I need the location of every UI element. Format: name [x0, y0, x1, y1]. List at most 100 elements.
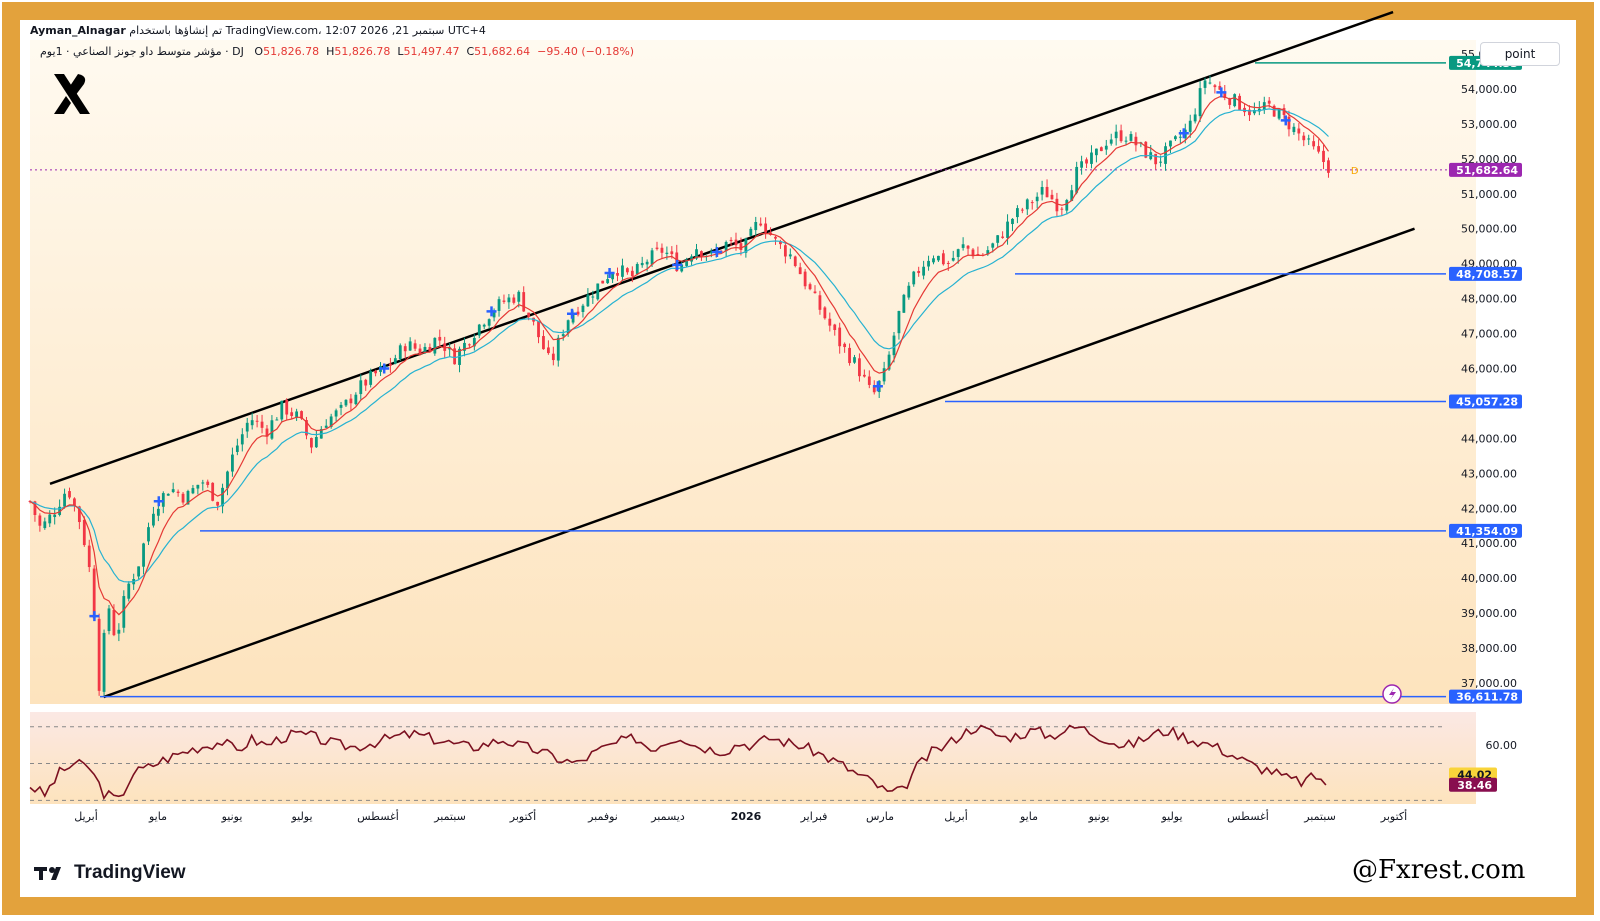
price-layer: D	[28, 10, 1476, 704]
candle-body	[946, 262, 950, 264]
candle-body	[384, 366, 387, 368]
time-tick-label: أكتوبر	[509, 809, 536, 823]
candle-body	[892, 335, 896, 356]
time-tick-label: يوليو	[1160, 810, 1182, 823]
time-tick-label: 2026	[731, 810, 762, 823]
signal-cross-marker	[89, 611, 100, 622]
candle-body	[468, 344, 471, 346]
candle-body	[314, 436, 318, 448]
candle-body	[1025, 199, 1029, 210]
price-pane-background	[30, 40, 1476, 704]
candle-body	[171, 489, 175, 493]
price-tick-label: 39,000.00	[1461, 607, 1517, 620]
candle-body	[882, 368, 886, 382]
time-tick-label: ديسمبر	[650, 810, 685, 823]
candle-body	[1267, 100, 1271, 104]
tradingview-logo-icon	[34, 867, 61, 880]
candle-body	[58, 506, 62, 515]
candle-body	[398, 345, 402, 360]
symbol-legend[interactable]: مؤشر متوسط داو جونز الصناعي · 1يوم · DJ …	[40, 45, 634, 58]
candle-body	[1124, 140, 1128, 142]
candle-body	[922, 266, 926, 276]
time-tick-label: فبراير	[800, 810, 828, 823]
candle-body	[211, 482, 215, 501]
candle-body	[226, 471, 229, 489]
candle-body	[759, 223, 763, 226]
candle-body	[413, 343, 417, 349]
candle-body	[176, 491, 180, 494]
candle-body	[1134, 136, 1138, 146]
candle-body	[453, 348, 456, 365]
candle-body	[240, 434, 244, 445]
candle-body	[147, 527, 150, 542]
candle-body	[650, 250, 654, 265]
level-price-tag-label: 41,354.09	[1456, 525, 1518, 538]
scale-mode-button[interactable]: point	[1480, 42, 1560, 66]
change-value: −95.40 (−0.18%)	[537, 45, 635, 58]
time-axis[interactable]: أبريل مايو يونيو يوليو أغسطس سبتمبر أكتوبر نوفم…	[74, 809, 1407, 823]
candle-body	[739, 243, 743, 250]
candle-body	[201, 482, 205, 484]
candle-body	[1114, 131, 1118, 139]
candle-body	[1193, 114, 1197, 122]
candle-body	[991, 243, 995, 248]
candle-body	[403, 346, 407, 352]
candle-body	[808, 284, 812, 290]
candle-body	[502, 300, 506, 302]
time-tick-label: مارس	[866, 810, 894, 823]
candle-body	[1277, 109, 1281, 119]
candle-body	[867, 376, 871, 385]
candle-body	[497, 299, 501, 311]
time-tick-label: سبتمبر	[1303, 810, 1336, 823]
candle-body	[754, 222, 758, 231]
signal-cross-marker	[1216, 87, 1227, 98]
candle-body	[551, 353, 555, 361]
candle-body	[596, 283, 600, 300]
candle-body	[941, 253, 945, 265]
candle-body	[976, 253, 980, 256]
candle-body	[1327, 160, 1330, 173]
candle-body	[339, 404, 343, 408]
rsi-line	[29, 724, 1327, 801]
candle-body	[660, 247, 664, 253]
candle-body	[670, 251, 674, 255]
candle-body	[492, 311, 496, 318]
candle-body	[1159, 161, 1162, 163]
candles	[28, 75, 1330, 696]
candle-body	[231, 454, 234, 472]
candle-body	[611, 273, 614, 280]
candle-body	[1208, 82, 1212, 84]
dividend-marker-icon: D	[1351, 166, 1359, 177]
candle-body	[902, 294, 906, 313]
candle-body	[1065, 200, 1069, 211]
candle-body	[344, 399, 348, 406]
candle-body	[408, 341, 412, 351]
candle-body	[1020, 209, 1024, 211]
high-label: H	[326, 45, 335, 58]
candle-body	[655, 247, 659, 249]
candle-body	[537, 321, 540, 338]
candle-body	[87, 545, 91, 568]
candle-body	[1174, 136, 1177, 140]
time-tick-label: أكتوبر	[1380, 809, 1407, 823]
price-tick-label: 38,000.00	[1461, 642, 1517, 655]
candle-body	[82, 519, 86, 546]
candle-body	[448, 347, 452, 350]
candle-body	[1104, 145, 1108, 150]
candle-body	[73, 498, 76, 506]
lightning-icon-glyph	[1389, 688, 1396, 700]
time-tick-label: يونيو	[1088, 810, 1110, 823]
candle-body	[1317, 146, 1320, 152]
candle-body	[1129, 134, 1133, 141]
candle-body	[196, 484, 200, 489]
channel-lower-line	[103, 227, 1415, 699]
candle-body	[68, 491, 71, 498]
candle-body	[1006, 221, 1009, 238]
candle-body	[625, 268, 629, 273]
candle-body	[305, 420, 308, 436]
time-tick-label: أبريل	[944, 809, 968, 823]
time-tick-label: أبريل	[74, 809, 98, 823]
candle-body	[433, 337, 437, 354]
candle-body	[818, 295, 822, 310]
